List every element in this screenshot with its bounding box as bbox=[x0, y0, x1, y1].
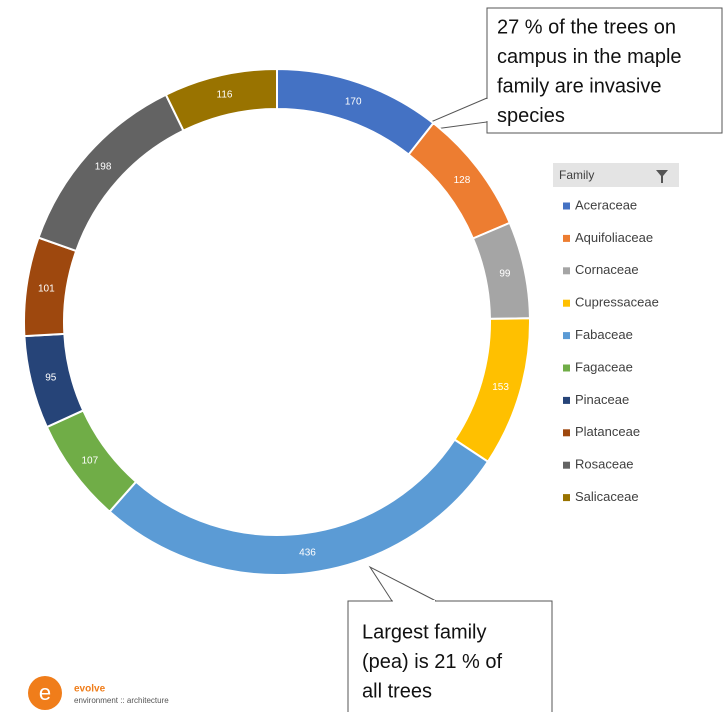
annotation-line: all trees bbox=[362, 680, 432, 702]
legend-swatch bbox=[563, 429, 570, 437]
donut-segment bbox=[164, 67, 278, 132]
data-label: 170 bbox=[345, 96, 362, 107]
data-label: 198 bbox=[95, 162, 112, 173]
legend-label: Fabaceae bbox=[575, 327, 633, 342]
data-label: 101 bbox=[38, 284, 55, 295]
legend-label: Salicaceae bbox=[575, 489, 639, 504]
filter-icon bbox=[656, 170, 668, 183]
legend-swatch bbox=[563, 461, 570, 469]
callout-joint bbox=[393, 600, 435, 603]
data-label: 436 bbox=[299, 548, 316, 559]
legend-label: Cupressaceae bbox=[575, 295, 659, 310]
annotation-line: (pea) is 21 % of bbox=[362, 651, 503, 673]
data-label: 116 bbox=[217, 90, 233, 101]
annotation-line: 27 % of the trees on bbox=[497, 16, 676, 38]
annotation-line: family are invasive bbox=[497, 75, 662, 97]
annotation-line: Largest family bbox=[362, 621, 487, 643]
data-label: 95 bbox=[45, 372, 57, 383]
data-label: 128 bbox=[454, 175, 471, 186]
legend-label: Cornaceae bbox=[575, 262, 639, 277]
legend-swatch bbox=[563, 202, 570, 210]
legend-header-box bbox=[553, 163, 679, 187]
legend-label: Platanceae bbox=[575, 424, 640, 439]
callout-1 bbox=[404, 7, 723, 134]
callout-joint bbox=[486, 99, 489, 121]
legend-swatch bbox=[563, 234, 570, 242]
legend-label: Aquifoliaceae bbox=[575, 230, 653, 245]
legend-swatch bbox=[563, 396, 570, 404]
legend-swatch bbox=[563, 332, 570, 340]
data-label: 99 bbox=[499, 268, 511, 279]
legend-swatch bbox=[563, 267, 570, 275]
legend-label: Aceraceae bbox=[575, 197, 637, 212]
legend-swatch bbox=[563, 299, 570, 307]
logo-name: evolve bbox=[74, 684, 106, 695]
data-label: 107 bbox=[81, 455, 98, 466]
annotation-line: species bbox=[497, 105, 565, 127]
annotation-line: campus in the maple bbox=[497, 46, 682, 68]
callout-2 bbox=[347, 565, 553, 712]
legend-label: Pinaceae bbox=[575, 392, 629, 407]
legend-label: Rosaceae bbox=[575, 457, 634, 472]
data-label: 153 bbox=[492, 382, 509, 393]
legend-swatch bbox=[563, 364, 570, 372]
logo-glyph: e bbox=[39, 680, 51, 705]
callout-box bbox=[347, 600, 553, 712]
legend-title: Family bbox=[559, 168, 594, 182]
logo-tagline: environment :: architecture bbox=[74, 696, 169, 705]
callout-box bbox=[486, 7, 723, 134]
logo-mark bbox=[28, 676, 62, 710]
logo: e evolve environment :: architecture bbox=[28, 676, 169, 710]
legend-label: Fagaceae bbox=[575, 359, 633, 374]
legend-swatch bbox=[563, 494, 570, 502]
legend-header[interactable]: Family bbox=[553, 163, 679, 187]
